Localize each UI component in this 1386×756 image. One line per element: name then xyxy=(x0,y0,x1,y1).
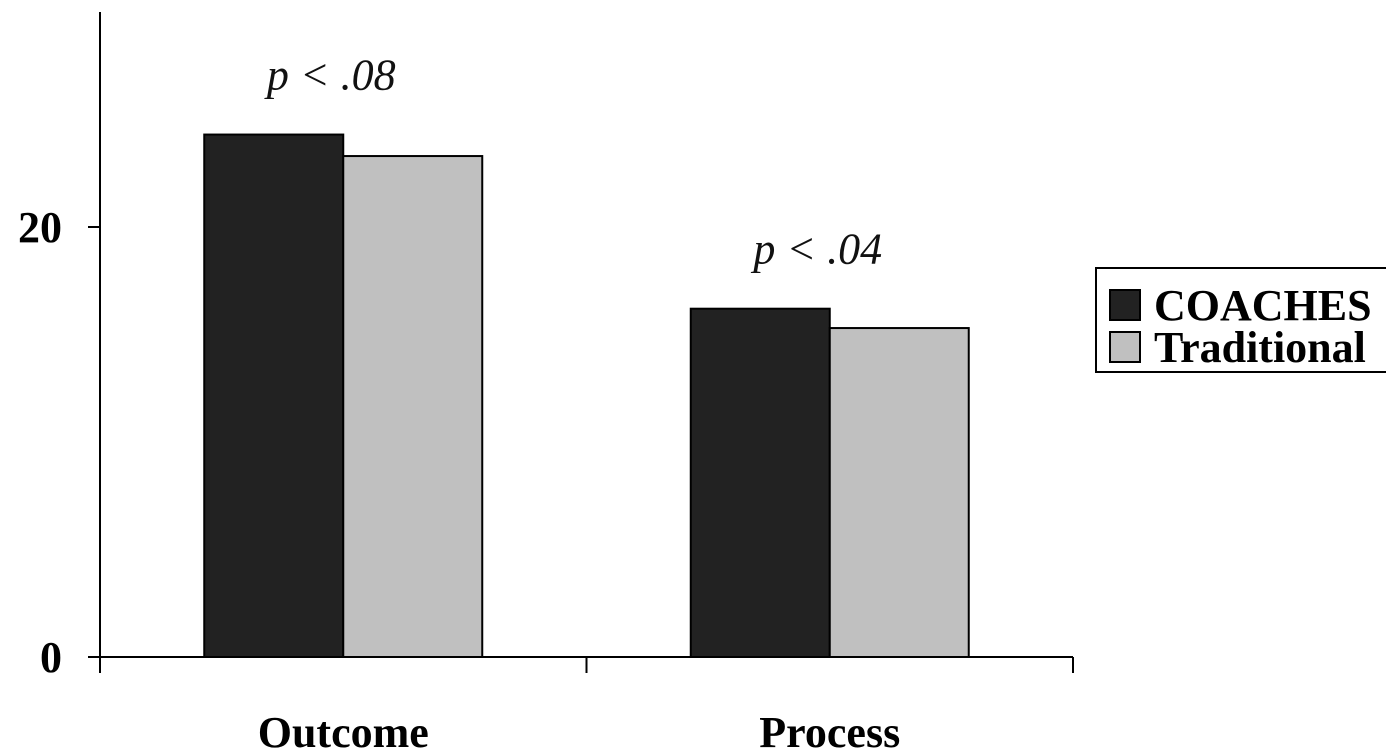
x-category-label: Outcome xyxy=(258,708,429,756)
y-tick-label: 20 xyxy=(18,203,62,252)
x-category-label: Process xyxy=(759,708,900,756)
y-tick-label: 0 xyxy=(40,633,62,682)
bar-coaches-process xyxy=(689,307,831,658)
annotations: p < .08 p < .04 xyxy=(264,51,882,274)
significance-annotation: p < .08 xyxy=(264,51,396,100)
bars xyxy=(203,133,970,659)
legend-label-traditional: Traditional xyxy=(1154,323,1366,372)
bar-traditional-outcome xyxy=(342,155,484,659)
y-ticks: 0 20 xyxy=(18,203,100,682)
bar-coaches-outcome xyxy=(203,133,345,659)
legend-swatch-traditional xyxy=(1109,331,1141,363)
x-ticks: Outcome Process xyxy=(99,657,1074,756)
legend-label-coaches: COACHES xyxy=(1154,281,1372,330)
legend-box xyxy=(1095,267,1386,373)
legend-swatch-coaches xyxy=(1109,289,1141,321)
bar-traditional-process xyxy=(828,327,970,658)
significance-annotation: p < .04 xyxy=(750,225,882,274)
